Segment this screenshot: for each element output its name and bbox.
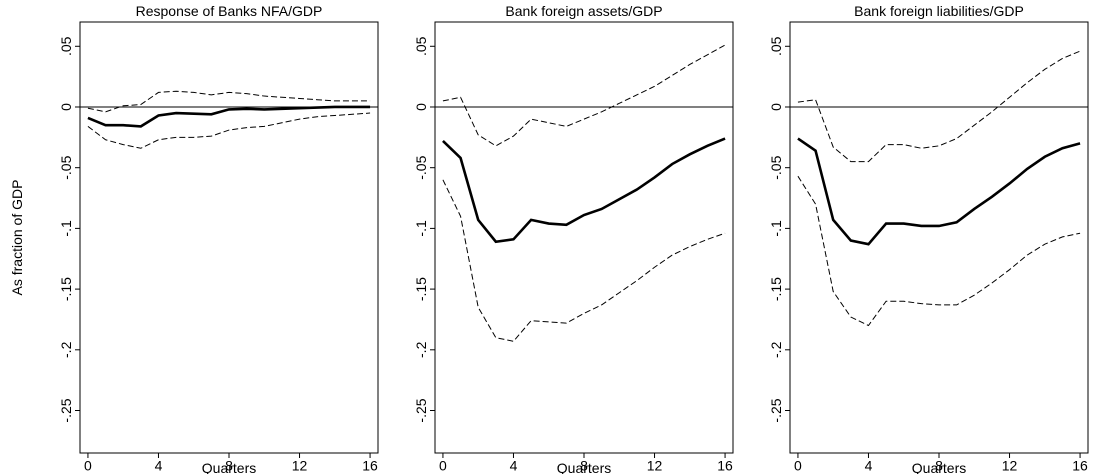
y-tick-label: -.05	[768, 155, 784, 179]
panel-title: Response of Banks NFA/GDP	[136, 3, 323, 19]
y-tick-label: -.25	[58, 398, 74, 422]
x-tick-label: 12	[1002, 458, 1018, 474]
series-line	[442, 44, 726, 147]
y-tick-label: -.1	[413, 220, 429, 237]
x-tick-label: 0	[439, 458, 447, 474]
series-line	[87, 112, 371, 149]
y-tick-label: -.25	[413, 398, 429, 422]
panel-title: Bank foreign assets/GDP	[505, 3, 662, 19]
x-tick-label: 16	[362, 458, 378, 474]
x-tick-label: 12	[647, 458, 663, 474]
x-tick-label: 4	[865, 458, 873, 474]
x-tick-label: 4	[155, 458, 163, 474]
y-tick-label: -.05	[413, 155, 429, 179]
plot-frame	[434, 21, 734, 454]
x-axis-label: Quarters	[202, 460, 256, 474]
y-tick-label: 0	[413, 103, 429, 111]
y-tick-label: 0	[58, 103, 74, 111]
x-tick-label: 0	[794, 458, 802, 474]
y-tick-label: -.15	[413, 277, 429, 301]
x-tick-label: 16	[717, 458, 733, 474]
y-tick-label: -.2	[413, 341, 429, 358]
x-tick-label: 4	[510, 458, 518, 474]
y-tick-label: -.15	[768, 277, 784, 301]
series-line	[797, 137, 1081, 246]
x-tick-label: 8	[580, 458, 588, 474]
plot-frame	[789, 21, 1089, 454]
x-tick-label: 0	[84, 458, 92, 474]
x-tick-label: 8	[225, 458, 233, 474]
y-tick-label: -.2	[58, 341, 74, 358]
plot-frame	[79, 21, 379, 454]
x-axis-label: Quarters	[912, 460, 966, 474]
y-tick-label: .05	[58, 36, 74, 56]
y-tick-label: -.1	[58, 220, 74, 237]
series-line	[87, 105, 371, 128]
series-line	[442, 179, 726, 342]
y-tick-label: -.05	[58, 155, 74, 179]
x-tick-label: 16	[1072, 458, 1088, 474]
series-line	[87, 90, 371, 113]
x-tick-label: 12	[292, 458, 308, 474]
panel-title: Bank foreign liabilities/GDP	[854, 3, 1024, 19]
y-tick-label: -.15	[58, 277, 74, 301]
y-tick-label: .05	[768, 36, 784, 56]
x-tick-label: 8	[935, 458, 943, 474]
y-tick-label: 0	[768, 103, 784, 111]
y-tick-label: -.1	[768, 220, 784, 237]
y-tick-label: -.2	[768, 341, 784, 358]
x-axis-label: Quarters	[557, 460, 611, 474]
y-tick-label: -.25	[768, 398, 784, 422]
series-line	[442, 137, 726, 244]
y-axis-label: As fraction of GDP	[9, 180, 25, 296]
series-line	[797, 50, 1081, 163]
series-line	[797, 175, 1081, 327]
y-tick-label: .05	[413, 36, 429, 56]
